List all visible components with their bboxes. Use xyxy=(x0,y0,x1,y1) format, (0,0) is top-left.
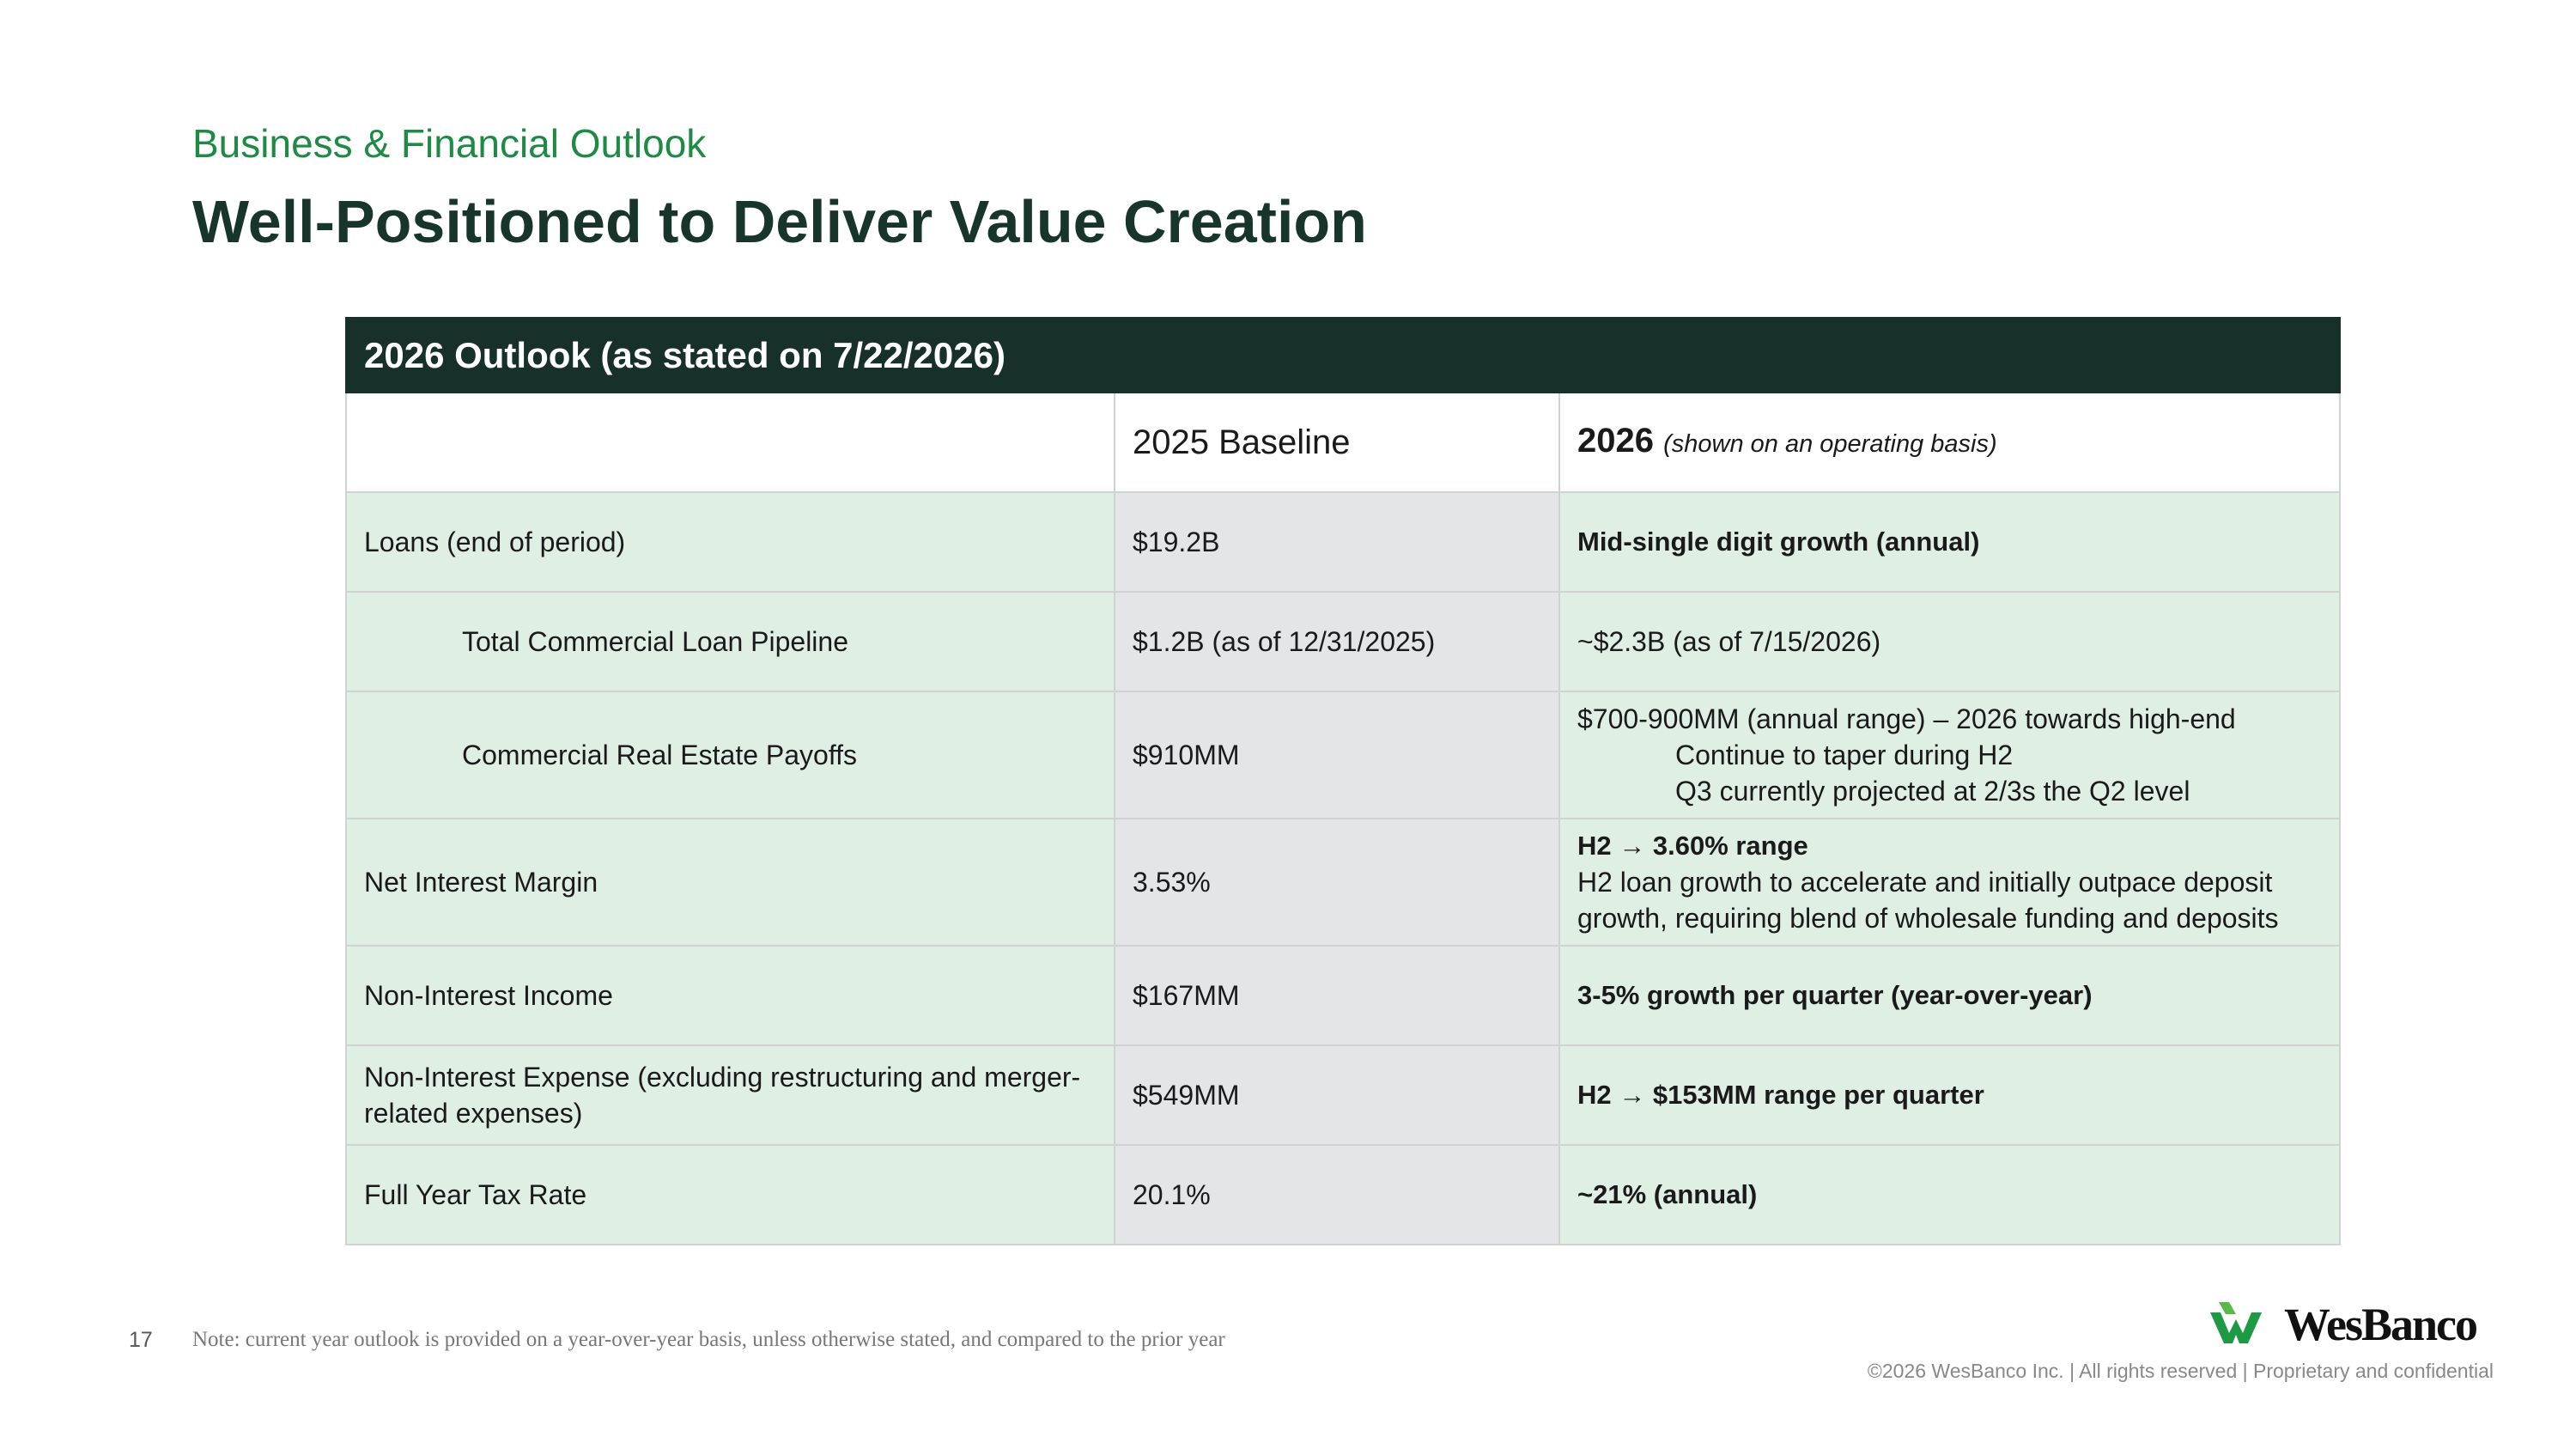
line: Continue to taper during H2 xyxy=(1675,740,2014,770)
header-note: (shown on an operating basis) xyxy=(1663,430,1997,458)
footnote: Note: current year outlook is provided o… xyxy=(192,1328,1225,1351)
header-text: 2026 xyxy=(1577,422,1654,460)
cell: $700-900MM (annual range) – 2026 towards… xyxy=(1558,691,2342,819)
cell: H2 → $153MM range per quarter xyxy=(1558,1044,2342,1146)
title: Well-Positioned to Deliver Value Creatio… xyxy=(192,188,1367,255)
header-cell xyxy=(345,392,1115,493)
cell: Full Year Tax Rate xyxy=(345,1144,1115,1245)
cell: Mid-single digit growth (annual) xyxy=(1558,491,2342,593)
cell: Non-Interest Expense (excluding restruct… xyxy=(345,1044,1115,1146)
kicker: Business & Financial Outlook xyxy=(192,121,707,166)
cell: H2 → 3.60% range H2 loan growth to accele… xyxy=(1558,818,2342,947)
cell: Net Interest Margin xyxy=(345,818,1115,947)
header-cell: 2026 (shown on an operating basis) xyxy=(1558,392,2342,493)
line: Q3 currently projected at 2/3s the Q2 le… xyxy=(1675,776,2190,807)
cell: Non-Interest Income xyxy=(345,945,1115,1046)
logo: WesBanco xyxy=(2210,1299,2478,1350)
cell: ~$2.3B (as of 7/15/2026) xyxy=(1558,591,2342,692)
cell: 3-5% growth per quarter (year-over-year) xyxy=(1558,945,2342,1046)
cell: $1.2B (as of 12/31/2025) xyxy=(1114,591,1560,692)
table-caption: 2026 Outlook (as stated on 7/22/2026) xyxy=(344,317,2342,393)
cell: 3.53% xyxy=(1114,818,1560,947)
page-number: 17 xyxy=(129,1328,153,1352)
cell: Loans (end of period) xyxy=(345,491,1115,593)
cell: $167MM xyxy=(1114,945,1560,1046)
line: H2 → 3.60% range xyxy=(1577,831,1808,861)
cell: Commercial Real Estate Payoffs xyxy=(345,691,1115,819)
cell: ~21% (annual) xyxy=(1558,1144,2342,1245)
cell: Total Commercial Loan Pipeline xyxy=(345,591,1115,692)
cell: $19.2B xyxy=(1114,491,1560,593)
logo-mark xyxy=(2210,1312,2262,1343)
cell: $910MM xyxy=(1114,691,1560,819)
header-cell: 2025 Baseline xyxy=(1114,392,1560,493)
logo-mark xyxy=(2219,1302,2236,1314)
outlook-table: 2026 Outlook (as stated on 7/22/2026) 20… xyxy=(344,317,2342,1245)
cell: $549MM xyxy=(1114,1044,1560,1146)
logo-text: WesBanco xyxy=(2284,1299,2476,1350)
cell: 20.1% xyxy=(1114,1144,1560,1245)
copyright: ©2026 WesBanco Inc. | All rights reserve… xyxy=(1867,1360,2494,1382)
line: $700-900MM (annual range) – 2026 towards… xyxy=(1577,703,2236,734)
line: H2 loan growth to accelerate and initial… xyxy=(1577,867,2279,934)
